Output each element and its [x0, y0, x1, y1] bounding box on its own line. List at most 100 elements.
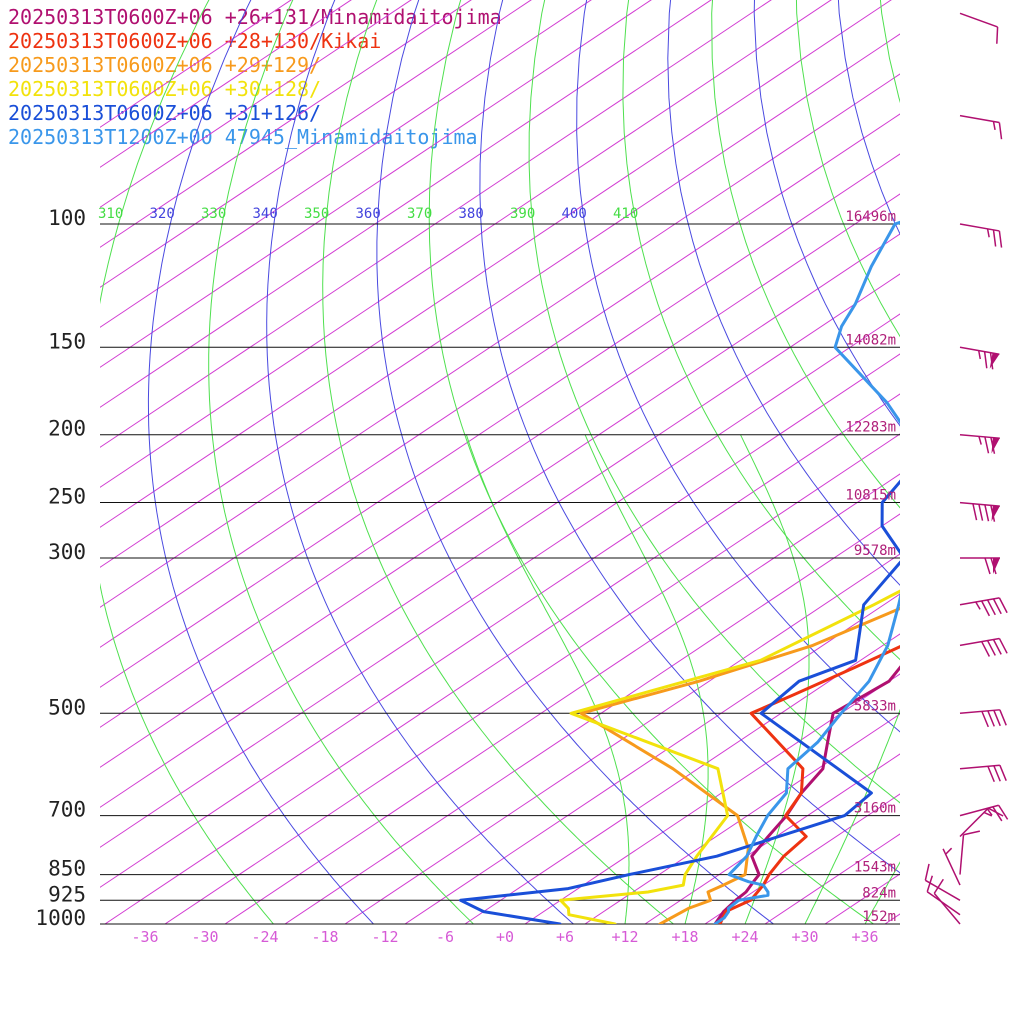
wind-barb: [960, 557, 1000, 575]
pressure-label: 200: [48, 417, 86, 441]
wind-barb-full: [993, 765, 1001, 782]
wind-barb-full: [980, 641, 991, 657]
wind-barb: [942, 847, 961, 886]
dry-adiabat: [576, 0, 900, 733]
wind-barb-staff: [926, 891, 961, 916]
wind-barb-full: [993, 710, 1001, 727]
theta-label: 370: [407, 206, 432, 222]
pressure-label: 700: [48, 798, 86, 822]
legend-entry: 20250313T0600Z+06 +30+128/: [8, 77, 322, 101]
wind-barb-full: [998, 122, 1003, 140]
moist-adiabat: [584, 434, 709, 924]
isotherm: [100, 0, 832, 488]
isotherm: [344, 553, 900, 924]
dry-adiabat: [917, 0, 1024, 939]
pressure-label: 250: [48, 485, 86, 509]
isotherm: [100, 353, 900, 888]
pressure-label: 100: [48, 206, 86, 230]
theta-label: 380: [459, 206, 484, 222]
wind-barb: [924, 863, 961, 901]
wind-barb-full: [990, 557, 997, 575]
height-label: 16496m: [845, 209, 896, 225]
height-label: 14082m: [845, 332, 896, 348]
wind-barb-half: [945, 847, 953, 855]
wind-barb-full: [984, 504, 990, 522]
series-line-5: [459, 479, 900, 924]
height-label: 5833m: [854, 698, 896, 714]
isotherm: [884, 913, 900, 924]
wind-barb-half: [978, 436, 982, 445]
wind-barb-full: [987, 765, 995, 783]
theta-label: 320: [150, 206, 175, 222]
temperature-tick-label: +6: [556, 928, 574, 946]
wind-barb-half: [983, 811, 993, 817]
moist-adiabat-lines: [465, 434, 900, 924]
wind-barb-staff: [959, 12, 998, 28]
isotherm: [100, 0, 772, 448]
wind-barb-full: [926, 875, 934, 892]
isotherm: [100, 33, 900, 568]
moist-adiabat: [740, 434, 810, 924]
dry-adiabat: [795, 0, 900, 338]
series-line-1: [713, 665, 900, 924]
temperature-tick-label: -30: [191, 928, 218, 946]
height-label: 10815m: [845, 488, 896, 504]
wind-barb-half: [986, 228, 990, 238]
isotherm: [100, 73, 900, 608]
isotherm: [284, 513, 900, 924]
wind-barb-staff: [959, 346, 1000, 355]
pressure-label: 300: [48, 540, 86, 564]
wind-barb-full: [986, 599, 996, 616]
isotherm: [824, 873, 900, 924]
wind-barb-full: [998, 230, 1003, 248]
isotherm: [100, 233, 900, 768]
wind-barb-full: [983, 351, 988, 369]
wind-barb-full: [992, 639, 1002, 655]
wind-barb-staff: [959, 223, 1000, 232]
dry-adiabat-lines: [100, 0, 1024, 939]
dry-adiabat: [479, 0, 900, 874]
wind-barb-half: [975, 601, 981, 610]
isotherm: [704, 793, 900, 924]
legend: 20250313T0600Z+06 +26+131/Minamidaitojim…: [8, 5, 502, 149]
wind-barb-full: [999, 764, 1007, 782]
isotherm: [224, 473, 900, 924]
pressure-label: 850: [48, 857, 86, 881]
wind-barb: [959, 709, 1007, 728]
isotherm: [100, 0, 712, 408]
wind-barb-staff: [959, 804, 999, 817]
dry-adiabat: [622, 0, 900, 661]
axis-labels: 100 16496m 150 14082m 200 12283m 250 10815m 300 9…: [35, 206, 896, 946]
theta-label: 350: [304, 206, 329, 222]
legend-entry: 20250313T0600Z+06 +31+126/: [8, 101, 322, 125]
wind-barb-staff: [959, 433, 1000, 439]
dry-adiabat: [147, 0, 375, 924]
wind-barb-half: [977, 350, 982, 360]
pressure-label: 925: [48, 882, 86, 906]
height-label: 9578m: [854, 543, 896, 559]
series-line-6: [713, 220, 900, 924]
temperature-tick-label: +0: [496, 928, 514, 946]
dry-adiabat: [667, 0, 900, 586]
dry-adiabat: [528, 0, 900, 804]
wind-barb: [959, 764, 1007, 783]
wind-barb-full: [933, 878, 944, 894]
sounding-profiles: [459, 220, 900, 924]
dry-adiabat: [879, 0, 900, 104]
wind-barb-full: [990, 437, 996, 454]
isotherm: [644, 753, 900, 924]
isotherm: [464, 633, 900, 924]
wind-barb-full: [999, 709, 1007, 726]
wind-barb-full: [963, 830, 981, 836]
isotherm: [584, 713, 900, 924]
pressure-label: 150: [48, 329, 86, 353]
isotherm: [100, 0, 292, 128]
wind-barb-full: [984, 436, 990, 454]
dry-adiabat: [711, 0, 900, 509]
temperature-tick-label: +18: [671, 928, 698, 946]
wind-barb-staff: [959, 501, 1000, 507]
legend-entry: 20250313T0600Z+06 +29+129/: [8, 53, 322, 77]
wind-barb: [959, 12, 999, 44]
series-line-2: [718, 645, 900, 924]
moist-adiabat: [864, 861, 900, 924]
